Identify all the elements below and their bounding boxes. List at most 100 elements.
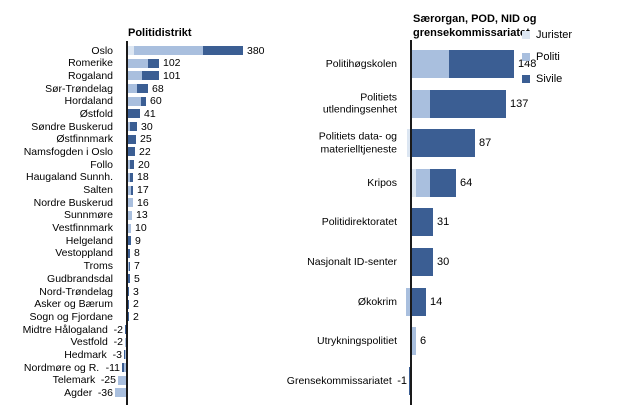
value-label: 31: [437, 216, 450, 229]
category-label: Østfold: [79, 107, 113, 120]
legend-label: Politi: [536, 51, 560, 63]
value-label: 7: [134, 260, 140, 273]
legend-item-politi: Politi: [522, 51, 560, 63]
bar-segment-sivile: [128, 312, 129, 322]
bar-segment-politi: [128, 223, 131, 233]
bar-segment-politi: [125, 350, 126, 360]
bar-segment-sivile: [125, 325, 126, 335]
value-label: 10: [135, 222, 147, 235]
bar-segment-sivile: [412, 208, 433, 237]
bar-segment-sivile: [409, 366, 410, 395]
bar-segment-politi: [125, 337, 126, 347]
value-label: 64: [460, 176, 473, 189]
category-label: Sør-Trøndelag: [45, 82, 113, 95]
bar-segment-sivile: [430, 168, 456, 197]
value-label: 25: [140, 133, 152, 146]
category-label: Vestfold: [70, 336, 108, 348]
value-label: 101: [163, 69, 181, 82]
value-label: 60: [150, 95, 162, 108]
value-label: 14: [430, 295, 443, 308]
value-label: 5: [134, 272, 140, 285]
bar-segment-politi: [412, 327, 416, 356]
category-label: Økokrim: [357, 295, 397, 308]
bar-segment-politi: [134, 46, 203, 55]
bar-segment-sivile: [130, 172, 133, 182]
category-label: Telemark: [52, 374, 96, 387]
bar-segment-sivile: [142, 71, 159, 81]
bar-segment-sivile: [128, 236, 131, 246]
value-label: 17: [137, 184, 149, 197]
value-label: 9: [135, 234, 141, 247]
category-label: Østfinnmark: [56, 133, 113, 146]
bar-segment-sivile: [128, 274, 130, 284]
bar-segment-sivile: [128, 109, 140, 119]
value-label: 16: [137, 196, 149, 209]
category-label: Sunnmøre: [63, 209, 113, 222]
legend-label: Jurister: [536, 29, 573, 41]
category-label: Oslo: [91, 44, 113, 57]
category-label: Vestoppland: [55, 247, 113, 260]
bar-segment-sivile: [129, 261, 130, 271]
value-label: 30: [437, 256, 450, 268]
bar-segment-sivile: [412, 287, 426, 316]
category-label: Nordre Buskerud: [33, 196, 113, 209]
bar-segment-politi: [128, 198, 133, 208]
value-label: 41: [144, 107, 156, 120]
value-label: -3: [112, 348, 122, 361]
value-label: 87: [479, 137, 492, 150]
category-label: Politidirektoratet: [321, 216, 397, 229]
legend-swatch-sivile-icon: [522, 75, 530, 83]
bar-segment-sivile: [128, 147, 135, 157]
value-label: 20: [138, 158, 150, 171]
category-label: Midtre Hålogaland: [22, 323, 108, 336]
category-label: Politihøgskolen: [325, 57, 397, 70]
value-label: 13: [136, 209, 148, 222]
left-chart-title: Politidistrikt: [128, 27, 192, 39]
value-label: 68: [152, 82, 164, 95]
category-label: Politiets utlendingsenhet: [322, 91, 397, 116]
legend-label: Sivile: [536, 73, 563, 85]
category-label: Nasjonalt ID-senter: [307, 255, 397, 268]
value-label: 2: [133, 310, 139, 323]
bar-segment-politi: [412, 50, 449, 78]
value-label: -1: [397, 374, 407, 387]
category-label: Follo: [90, 158, 113, 171]
category-label: Sogn og Fjordane: [29, 310, 113, 323]
category-label: Helgeland: [65, 234, 113, 247]
legend-item-sivile: Sivile: [522, 73, 562, 85]
category-label: Rogaland: [68, 69, 113, 82]
category-axis-line: [126, 41, 128, 405]
value-label: -2: [113, 323, 123, 336]
value-label: 30: [141, 120, 153, 133]
bar-segment-jurister: [128, 46, 134, 55]
bar-segment-politi: [118, 375, 126, 385]
bar-segment-politi: [128, 185, 131, 195]
value-label: -2: [113, 336, 123, 349]
category-label: Troms: [83, 259, 113, 272]
bar-segment-sivile: [148, 58, 159, 68]
value-label: 3: [133, 285, 139, 298]
bar-segment-politi: [128, 210, 132, 220]
bar-segment-sivile: [131, 185, 133, 195]
category-label: Søndre Buskerud: [31, 120, 113, 133]
category-label: Hordaland: [64, 94, 113, 107]
bar-segment-sivile: [430, 89, 506, 118]
bar-segment-sivile: [141, 96, 146, 106]
bar-segment-sivile: [137, 84, 148, 94]
bar-segment-politi: [128, 172, 130, 182]
bar-segment-politi: [412, 89, 430, 118]
category-label: Politiets data- og materielltjeneste: [318, 130, 397, 156]
bar-segment-politi: [115, 388, 126, 398]
value-label: 137: [510, 97, 529, 110]
value-label: 8: [134, 247, 140, 260]
bar-segment-politi: [128, 96, 141, 106]
value-label: 380: [247, 44, 265, 57]
bar-segment-politi: [406, 287, 410, 316]
bar-segment-politi: [128, 71, 142, 81]
category-label: Nord-Trøndelag: [39, 285, 113, 298]
value-label: 102: [163, 57, 181, 70]
bar-segment-sivile: [203, 46, 243, 55]
category-label: Vestfinnmark: [52, 221, 113, 234]
bar-segment-sivile: [122, 363, 124, 373]
